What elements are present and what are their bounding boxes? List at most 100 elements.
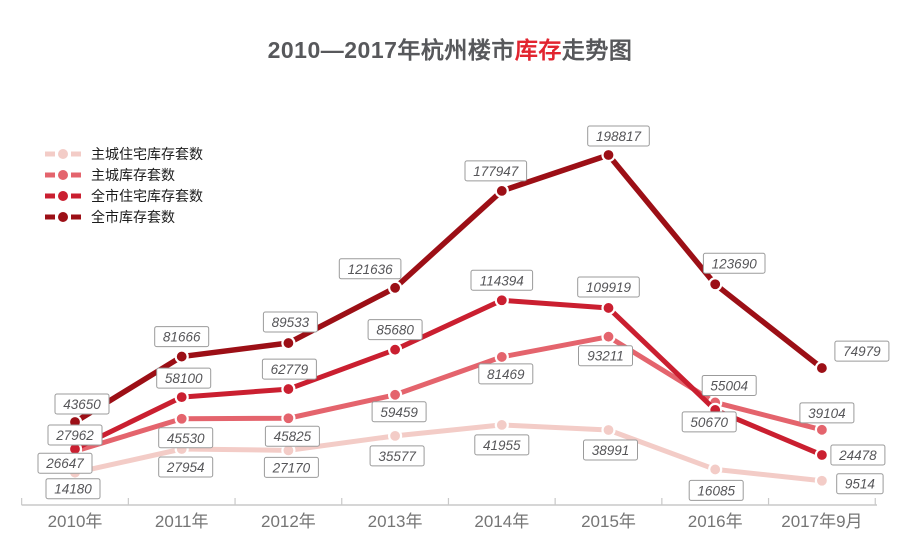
data-label: 14180 — [45, 478, 101, 500]
data-point — [281, 381, 296, 397]
legend-line-dot-icon — [45, 170, 81, 180]
data-point — [814, 447, 830, 463]
data-label: 59459 — [371, 401, 427, 423]
data-point — [494, 417, 509, 433]
data-point — [601, 422, 616, 438]
svg-text:93211: 93211 — [587, 349, 624, 364]
data-point — [494, 183, 509, 199]
data-label: 16085 — [688, 479, 744, 501]
title-prefix: 2010—2017年杭州楼市 — [267, 37, 515, 63]
svg-text:43650: 43650 — [63, 397, 101, 412]
data-label: 9514 — [836, 473, 884, 495]
legend-item-citywide-residential-inventory: 全市住宅库存套数 — [44, 188, 203, 204]
data-point — [601, 300, 616, 316]
x-axis-label: 2014年 — [474, 512, 529, 531]
data-label: 35577 — [369, 445, 425, 467]
data-label: 38991 — [583, 439, 638, 461]
svg-text:81666: 81666 — [163, 330, 201, 345]
chart-legend: 主城住宅库存套数 主城库存套数 全市住宅库存套数 全市库存 — [44, 146, 203, 225]
data-label: 123690 — [702, 252, 766, 274]
data-label: 45530 — [158, 427, 214, 449]
data-label: 45825 — [264, 425, 320, 447]
data-label: 55004 — [701, 374, 757, 396]
svg-text:27954: 27954 — [166, 460, 205, 475]
series-line-2 — [73, 297, 823, 458]
svg-text:55004: 55004 — [710, 378, 748, 393]
data-point — [388, 428, 403, 443]
legend-line-dot-icon — [45, 212, 81, 222]
svg-text:89533: 89533 — [272, 315, 310, 330]
data-label: 81469 — [478, 363, 534, 385]
svg-text:24478: 24478 — [838, 448, 877, 463]
svg-text:123690: 123690 — [712, 256, 758, 271]
data-label: 27962 — [47, 424, 103, 446]
data-label: 81666 — [154, 326, 210, 348]
data-label: 27954 — [158, 456, 214, 478]
svg-text:109919: 109919 — [586, 280, 632, 295]
svg-text:74979: 74979 — [843, 344, 881, 359]
x-axis-label: 2016年 — [688, 512, 743, 531]
data-label: 74979 — [834, 340, 890, 362]
x-axis-label: 2017年9月 — [781, 512, 862, 531]
title-suffix: 走势图 — [561, 37, 633, 63]
svg-text:41955: 41955 — [483, 438, 521, 453]
data-point — [388, 387, 403, 402]
svg-text:26647: 26647 — [45, 456, 84, 471]
data-point — [494, 293, 509, 308]
data-label: 121636 — [338, 258, 402, 280]
data-point — [814, 422, 830, 437]
svg-text:9514: 9514 — [845, 477, 875, 492]
data-label: 109919 — [577, 276, 640, 298]
svg-text:114394: 114394 — [480, 273, 524, 288]
data-point — [388, 280, 403, 295]
data-label: 177947 — [464, 160, 528, 182]
data-label: 41955 — [474, 434, 530, 456]
svg-text:14180: 14180 — [54, 482, 92, 497]
svg-text:27962: 27962 — [55, 428, 94, 443]
data-point — [281, 411, 296, 426]
title-highlight: 库存 — [514, 37, 562, 63]
x-axis-label: 2012年 — [261, 512, 316, 531]
x-axis-label: 2010年 — [48, 512, 103, 531]
data-label: 50670 — [681, 411, 737, 433]
data-point — [601, 329, 616, 344]
svg-text:45825: 45825 — [274, 429, 312, 444]
data-label: 85680 — [367, 319, 423, 341]
data-point — [388, 342, 403, 357]
legend-item-main-city-residential-inventory: 主城住宅库存套数 — [44, 146, 203, 162]
svg-text:58100: 58100 — [165, 371, 203, 386]
legend-label: 全市库存套数 — [91, 209, 175, 225]
svg-text:27170: 27170 — [272, 460, 311, 475]
data-label: 26647 — [37, 452, 93, 474]
data-label: 39104 — [799, 402, 855, 424]
legend-line-dot-icon — [45, 191, 81, 201]
svg-text:16085: 16085 — [697, 483, 735, 498]
data-point — [174, 390, 189, 405]
data-point — [281, 335, 296, 351]
data-point — [814, 360, 830, 376]
series-line-0 — [74, 422, 823, 484]
data-label: 93211 — [578, 345, 633, 367]
data-label: 198817 — [587, 125, 650, 147]
svg-text:38991: 38991 — [592, 443, 630, 458]
svg-text:81469: 81469 — [487, 367, 525, 382]
legend-label: 主城住宅库存套数 — [91, 146, 203, 162]
data-point — [174, 411, 189, 426]
data-point — [601, 147, 616, 163]
data-point — [814, 473, 830, 488]
svg-text:39104: 39104 — [808, 406, 846, 421]
data-point — [708, 462, 723, 477]
svg-text:177947: 177947 — [473, 164, 519, 179]
svg-text:35577: 35577 — [378, 449, 416, 464]
legend-label: 主城库存套数 — [91, 167, 175, 183]
legend-item-citywide-inventory: 全市库存套数 — [44, 209, 203, 225]
x-axis-label: 2011年 — [155, 512, 209, 531]
series-line-3 — [73, 152, 824, 425]
page-title: 2010—2017年杭州楼市库存走势图 — [0, 31, 900, 65]
data-label: 114394 — [470, 269, 534, 291]
svg-text:50670: 50670 — [690, 415, 728, 430]
legend-item-main-city-inventory: 主城库存套数 — [44, 167, 203, 183]
svg-text:62779: 62779 — [271, 362, 309, 377]
legend-line-dot-icon — [45, 149, 81, 159]
svg-text:45530: 45530 — [167, 431, 205, 446]
